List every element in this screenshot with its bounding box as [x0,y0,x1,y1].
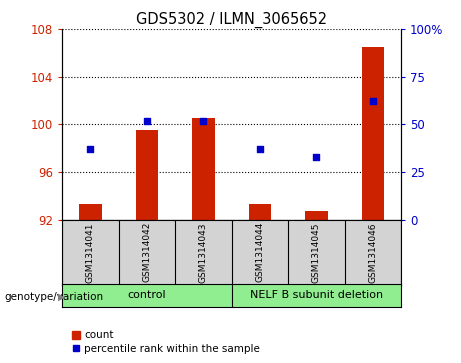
Text: control: control [128,290,166,301]
Bar [305,211,328,220]
Point [200,118,207,123]
Bar [248,204,271,220]
Text: genotype/variation: genotype/variation [5,291,104,302]
Point [87,146,94,152]
Legend: count, percentile rank within the sample: count, percentile rank within the sample [67,326,264,358]
Text: GSM1314041: GSM1314041 [86,222,95,282]
Point [256,146,264,152]
Text: NELF B subunit deletion: NELF B subunit deletion [250,290,383,301]
Text: GSM1314044: GSM1314044 [255,222,265,282]
Bar [79,204,102,220]
Point [313,154,320,160]
Text: GSM1314042: GSM1314042 [142,222,152,282]
Title: GDS5302 / ILMN_3065652: GDS5302 / ILMN_3065652 [136,12,327,28]
Text: GSM1314045: GSM1314045 [312,222,321,282]
Point [143,118,151,123]
Point [369,98,377,104]
Bar [192,118,215,220]
Text: GSM1314046: GSM1314046 [368,222,378,282]
Bar [136,130,158,220]
Text: GSM1314043: GSM1314043 [199,222,208,282]
Text: ▶: ▶ [58,291,65,302]
Bar [361,47,384,220]
